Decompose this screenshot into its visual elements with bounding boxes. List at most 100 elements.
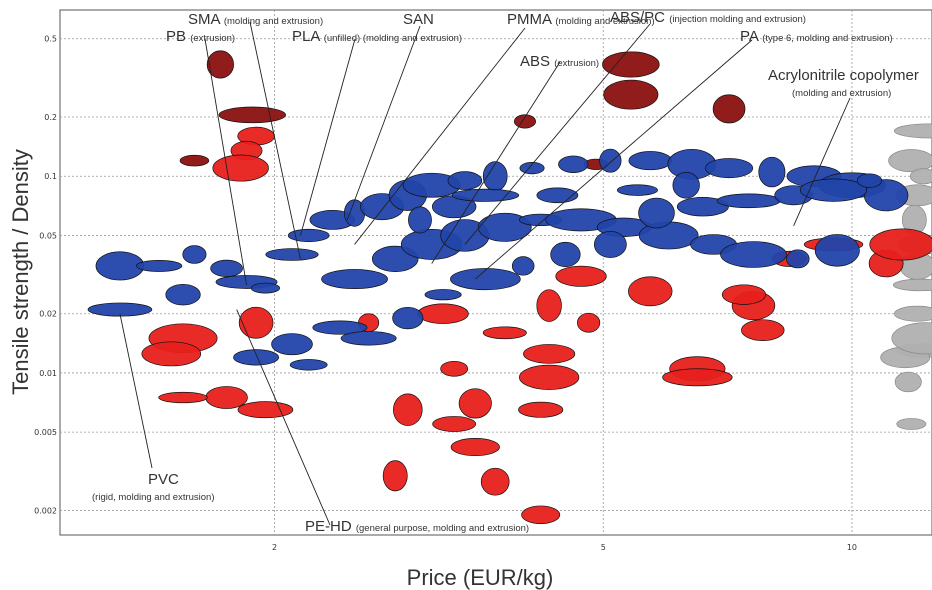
bubble-red <box>237 401 294 419</box>
annotation-pla-tail: (molding and extrusion) <box>360 33 462 44</box>
bubble-blue <box>182 245 207 264</box>
bubble-red <box>662 368 733 387</box>
bubble-grey <box>894 371 922 393</box>
annotation-abspc-name: ABS/PC <box>610 9 669 26</box>
bubble-red <box>536 289 562 322</box>
bubble-grey <box>909 168 932 185</box>
bubble-red <box>432 416 477 432</box>
bubble-blue <box>250 282 281 294</box>
annotation-abs-sub: (extrusion) <box>554 58 599 69</box>
leader-sma <box>249 21 301 259</box>
bubble-blue <box>87 302 153 317</box>
bubble-red <box>458 388 492 419</box>
annotation-pa-sub: (type 6, molding and extrusion) <box>762 33 892 44</box>
bubble-red <box>205 386 248 409</box>
bubble-red <box>523 344 576 364</box>
annotation-pla-name: PLA <box>292 28 324 45</box>
bubble-blue <box>519 161 545 175</box>
leader-pla <box>300 38 356 236</box>
annotation-pla-sub: (unfilled) <box>324 33 360 44</box>
bubble-red <box>450 438 500 457</box>
annotation-san-name: SAN <box>403 11 434 28</box>
y-tick-label: 0.002 <box>34 506 57 515</box>
bubble-blue <box>451 188 520 202</box>
bubble-red <box>628 276 673 307</box>
bubble-red <box>741 319 785 341</box>
annotation-pmma-sub: (molding and extrusion) <box>555 16 654 27</box>
bubble-blue <box>672 171 700 199</box>
y-tick-label: 0.05 <box>39 231 57 240</box>
bubble-blue <box>450 268 521 291</box>
bubble-red <box>440 360 469 377</box>
y-axis-title: Tensile strength / Density <box>8 149 33 395</box>
bubble-darkred <box>206 50 234 79</box>
bubble-blue <box>550 241 581 268</box>
bubble-blue <box>616 184 658 196</box>
bubble-blue <box>271 333 313 356</box>
x-tick-label: 10 <box>847 543 857 552</box>
leader-pmma <box>354 27 526 245</box>
annotation-sma: SMA (molding and extrusion) <box>188 11 323 28</box>
bubble-red <box>482 326 527 340</box>
bubble-blue <box>321 269 388 290</box>
bubble-darkred <box>603 79 659 110</box>
leader-acry <box>793 97 851 226</box>
bubble-blue <box>477 212 532 242</box>
bubble-grey <box>894 305 932 322</box>
annotation-pehd-sub: (general purpose, molding and extrusion) <box>356 523 529 534</box>
bubble-red <box>869 228 932 261</box>
annotations: SMA (molding and extrusion)PB (extrusion… <box>92 9 919 535</box>
x-tick-label: 5 <box>601 543 606 552</box>
bubble-darkred <box>602 51 660 78</box>
bubble-grey <box>892 278 932 292</box>
annotation-leaders <box>119 21 851 526</box>
bubble-red <box>721 284 766 305</box>
bubble-grey <box>888 149 932 173</box>
bubble-blue <box>135 259 183 272</box>
bubble-darkred <box>712 94 746 124</box>
x-tick-label: 2 <box>272 543 277 552</box>
bubble-blue <box>511 256 535 276</box>
annotation-pehd: PE-HD (general purpose, molding and extr… <box>305 518 529 535</box>
bubble-blue <box>392 306 424 330</box>
annotation-sma-sub: (molding and extrusion) <box>224 16 323 27</box>
annotation-pa: PA (type 6, molding and extrusion) <box>740 28 893 45</box>
bubble-blue <box>265 248 319 261</box>
annotation-pla: PLA (unfilled) (molding and extrusion) <box>292 28 462 45</box>
leader-pa <box>474 39 753 280</box>
bubble-grey <box>893 123 932 139</box>
bubble-darkred <box>179 154 210 167</box>
bubble-blue <box>716 193 781 209</box>
bubble-red <box>521 505 561 525</box>
bubble-grey <box>891 322 932 355</box>
y-tick-label: 0.1 <box>44 172 57 181</box>
y-tick-label: 0.02 <box>39 310 57 319</box>
annotation-pmma: PMMA (molding and extrusion) <box>507 11 655 28</box>
bubble-red <box>480 467 510 496</box>
bubble-blue <box>799 178 868 202</box>
bubble-blue <box>720 241 787 268</box>
bubble-blue <box>287 228 330 242</box>
bubble-blue <box>340 331 397 346</box>
leader-pb <box>204 38 247 286</box>
bubble-blue <box>408 206 432 234</box>
leader-san <box>346 25 421 221</box>
annotation-sma-name: SMA <box>188 11 224 28</box>
bubble-blue <box>676 197 729 217</box>
bubble-red <box>212 154 269 182</box>
bubble-red <box>518 401 564 418</box>
bubble-blue <box>558 155 589 173</box>
bubble-red <box>519 364 580 390</box>
leader-abs <box>431 61 561 264</box>
annotation-pb: PB (extrusion) <box>166 28 235 45</box>
x-axis-title: Price (EUR/kg) <box>407 565 554 590</box>
bubble-red <box>382 460 408 492</box>
annotation-abspc: ABS/PC (injection molding and extrusion) <box>610 9 806 26</box>
bubble-blue <box>165 283 201 306</box>
bubble-grey <box>896 418 927 430</box>
bubble-red <box>141 341 202 367</box>
annotation-pvc-sub: (rigid, molding and extrusion) <box>92 492 215 503</box>
bubble-blue <box>424 289 462 301</box>
bubble-red <box>238 306 274 339</box>
